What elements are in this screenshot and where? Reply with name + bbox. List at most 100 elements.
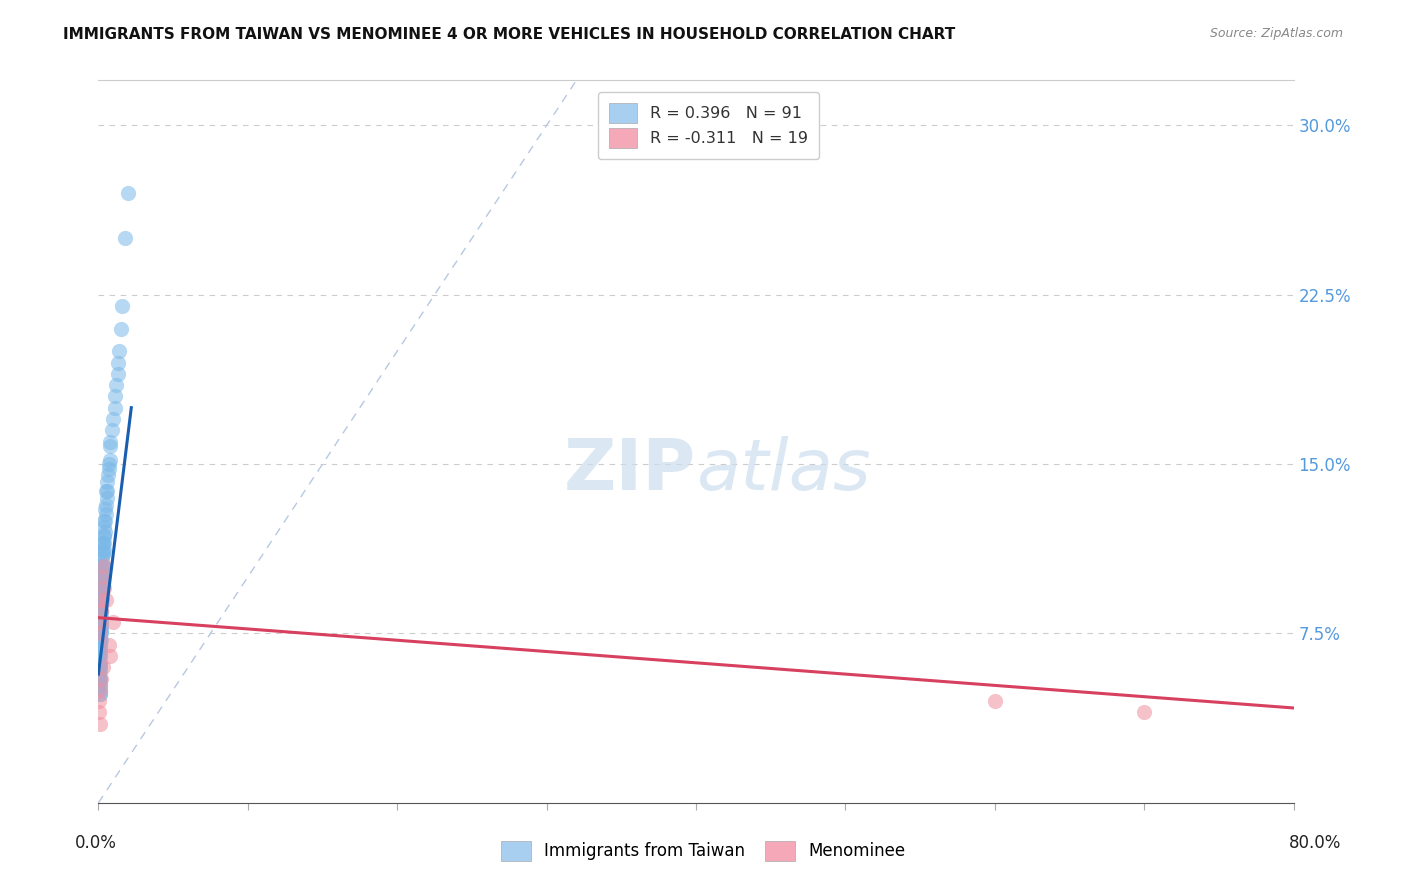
Point (89, 660, 111, 674)
Point (91, 570, 114, 584)
Point (89, 672, 111, 686)
Point (91, 570, 114, 584)
Point (89, 716, 111, 731)
Point (89, 672, 111, 686)
Point (89, 648, 111, 663)
Point (93, 542, 115, 557)
Point (98, 439, 122, 453)
Point (89, 638, 111, 652)
Point (89, 638, 111, 652)
Point (97, 638, 120, 652)
Point (89, 665, 111, 679)
Point (103, 615, 125, 630)
Text: atlas: atlas (696, 436, 870, 505)
Point (89, 687, 111, 701)
Point (101, 423, 124, 437)
Point (89, 644, 111, 658)
Text: 0.0%: 0.0% (75, 834, 117, 852)
Point (114, 231, 136, 245)
Point (110, 321, 132, 335)
Point (90, 620, 112, 634)
Point (90, 592, 112, 607)
Point (89, 656, 111, 670)
Point (90, 604, 112, 618)
Point (117, 186, 139, 201)
Point (90, 582, 112, 596)
Point (93, 558, 115, 573)
Point (87, 656, 110, 670)
Point (90, 597, 112, 611)
Point (98, 434, 122, 449)
Point (90, 604, 112, 618)
Point (89, 626, 111, 640)
Point (91, 552, 114, 566)
Point (107, 355, 129, 369)
Text: Source: ZipAtlas.com: Source: ZipAtlas.com (1209, 27, 1343, 40)
Point (90, 672, 112, 686)
Point (89, 706, 111, 720)
Point (91, 566, 114, 580)
Point (89, 665, 111, 679)
Point (91, 570, 114, 584)
Point (93, 524, 115, 539)
Point (98, 452, 121, 467)
Point (89, 660, 111, 674)
Point (91, 660, 114, 674)
Point (90, 615, 112, 630)
Point (90, 592, 112, 607)
Point (93, 536, 115, 550)
Point (94, 484, 117, 499)
Point (89, 626, 111, 640)
Point (89, 678, 111, 692)
Point (91, 558, 114, 573)
Point (97, 461, 120, 475)
Point (91, 574, 114, 589)
Legend: R = 0.396   N = 91, R = -0.311   N = 19: R = 0.396 N = 91, R = -0.311 N = 19 (598, 92, 820, 159)
Point (104, 389, 127, 403)
Point (90, 615, 112, 630)
Point (984, 694, 1007, 708)
Text: 80.0%: 80.0% (1288, 834, 1341, 852)
Point (91, 548, 114, 562)
Point (89, 682, 111, 697)
Point (90, 604, 112, 618)
Point (103, 412, 125, 426)
Point (97, 468, 120, 483)
Point (94, 498, 117, 512)
Point (90, 610, 112, 624)
Point (90, 597, 112, 611)
Point (91, 536, 114, 550)
Point (90, 633, 112, 648)
Point (97, 457, 120, 471)
Point (91, 548, 114, 562)
Point (89, 648, 111, 663)
Point (91, 542, 114, 557)
Point (90, 610, 112, 624)
Point (94, 592, 117, 607)
Point (90, 570, 112, 584)
Point (89, 682, 111, 697)
Text: IMMIGRANTS FROM TAIWAN VS MENOMINEE 4 OR MORE VEHICLES IN HOUSEHOLD CORRELATION : IMMIGRANTS FROM TAIWAN VS MENOMINEE 4 OR… (63, 27, 956, 42)
Point (90, 588, 112, 602)
Point (89, 642, 111, 657)
Text: ZIP: ZIP (564, 436, 696, 505)
Point (96, 491, 118, 505)
Point (111, 299, 134, 313)
Point (105, 378, 128, 392)
Point (94, 502, 117, 516)
Point (90, 624, 112, 639)
Point (93, 529, 115, 543)
Point (90, 582, 112, 596)
Point (91, 558, 114, 573)
Point (89, 633, 111, 648)
Point (1133, 706, 1156, 720)
Point (90, 592, 112, 607)
Legend: Immigrants from Taiwan, Menominee: Immigrants from Taiwan, Menominee (494, 834, 912, 868)
Point (89, 626, 111, 640)
Point (89, 615, 111, 630)
Point (93, 582, 115, 596)
Point (89, 672, 111, 686)
Point (89, 631, 111, 645)
Point (96, 484, 118, 499)
Point (108, 344, 131, 359)
